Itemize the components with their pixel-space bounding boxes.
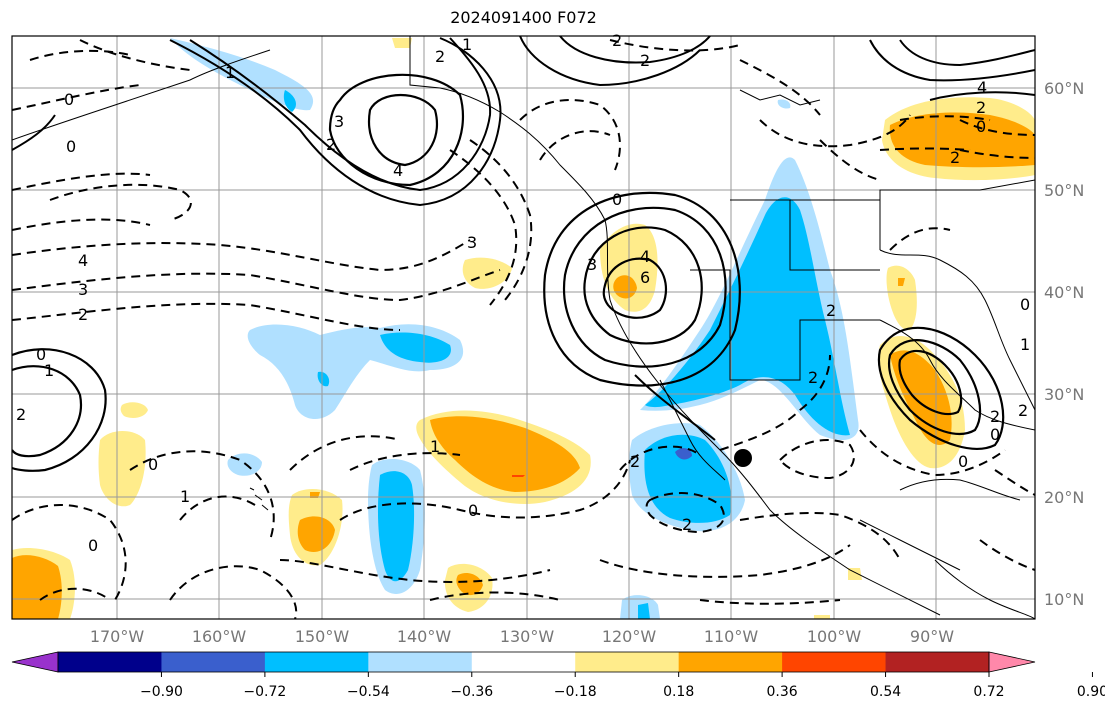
- contour-label: 1: [225, 63, 235, 82]
- colorbar-tick-label: −0.18: [554, 684, 597, 700]
- contour-label: 2: [326, 135, 336, 154]
- contour-label: 2: [78, 305, 88, 324]
- map-title: 2024091400 F072: [450, 8, 597, 27]
- contour-label: 3: [587, 255, 597, 274]
- contour-label: 0: [612, 190, 622, 209]
- contour-label: 4: [977, 78, 987, 97]
- lat-label: 10°N: [1044, 590, 1084, 609]
- graticule: [12, 36, 1035, 619]
- contour-label: 2: [612, 31, 622, 50]
- contour-label: 0: [148, 455, 158, 474]
- colorbar-tick-label: 0.72: [973, 684, 1004, 700]
- lon-label: 100°W: [807, 627, 862, 646]
- contour-label: 0: [468, 501, 478, 520]
- shaded-field: [12, 38, 1035, 619]
- colorbar: −0.90 −0.72 −0.54 −0.36 −0.18 0.18 0.36 0.54 0.7…: [11, 651, 1105, 700]
- lon-label: 130°W: [500, 627, 555, 646]
- colorbar-segment: [885, 652, 990, 672]
- contour-label: 2: [16, 405, 26, 424]
- contour-label: 2: [990, 407, 1000, 426]
- contour-label: 2: [435, 47, 445, 66]
- colorbar-tick-label: −0.72: [243, 684, 286, 700]
- contour-label: 1: [462, 35, 472, 54]
- contour-label: 4: [393, 161, 403, 180]
- contour-label: 0: [990, 425, 1000, 444]
- colorbar-tick-label: 0.36: [767, 684, 798, 700]
- contour-labels: 1 2 0 2 0 1 2 4 3 2 4 0 2 0 2 4 6 3 3 4 …: [16, 31, 1030, 555]
- colorbar-tick-label: 0.90: [1077, 684, 1105, 700]
- lat-label: 40°N: [1044, 283, 1084, 302]
- colorbar-tick-label: −0.36: [450, 684, 493, 700]
- latitude-labels: 60°N 50°N 40°N 30°N 20°N 10°N: [1044, 79, 1084, 609]
- contour-label: 0: [36, 345, 46, 364]
- map-frame: [11, 35, 1036, 620]
- colorbar-extend-min: [11, 651, 59, 673]
- contour-label: 0: [64, 90, 74, 109]
- colorbar-segment: [161, 652, 266, 672]
- contour-label: 2: [630, 452, 640, 471]
- colorbar-extend-max: [988, 651, 1036, 673]
- colorbar-segment: [471, 652, 576, 672]
- lat-label: 60°N: [1044, 79, 1084, 98]
- colorbar-tick-label: −0.90: [140, 684, 183, 700]
- colorbar-segment: [575, 652, 680, 672]
- contour-label: 3: [467, 233, 477, 252]
- contour-label: 2: [826, 301, 836, 320]
- contours: [12, 36, 1035, 619]
- contour-label: 0: [976, 117, 986, 136]
- contour-label: 1: [180, 487, 190, 506]
- lat-label: 20°N: [1044, 488, 1084, 507]
- colorbar-tick-label: 0.54: [870, 684, 901, 700]
- colorbar-segment: [368, 652, 473, 672]
- lon-label: 140°W: [397, 627, 452, 646]
- colorbar-segment: [782, 652, 887, 672]
- lon-label: 120°W: [602, 627, 657, 646]
- lat-label: 50°N: [1044, 181, 1084, 200]
- colorbar-tick-label: 0.18: [663, 684, 694, 700]
- colorbar-segment: [678, 652, 783, 672]
- lon-label: 90°W: [910, 627, 954, 646]
- contour-label: 2: [1018, 401, 1028, 420]
- contour-label: 2: [640, 51, 650, 70]
- lat-label: 30°N: [1044, 385, 1084, 404]
- contour-label: 3: [78, 280, 88, 299]
- contour-label: 2: [682, 515, 692, 534]
- contour-label: 0: [1020, 295, 1030, 314]
- contour-label: 3: [334, 112, 344, 131]
- colorbar-segment: [58, 652, 162, 672]
- lon-label: 160°W: [192, 627, 247, 646]
- contour-label: 0: [958, 452, 968, 471]
- longitude-labels: 170°W 160°W 150°W 140°W 130°W 120°W 110°…: [90, 627, 954, 646]
- lon-label: 170°W: [90, 627, 145, 646]
- colorbar-frame: [57, 651, 990, 673]
- lon-label: 110°W: [704, 627, 759, 646]
- contour-label: 4: [640, 247, 650, 266]
- location-marker: [734, 449, 752, 467]
- contour-label: 1: [1020, 335, 1030, 354]
- contour-label: 4: [78, 251, 88, 270]
- contour-label: 0: [66, 137, 76, 156]
- contour-label: 2: [808, 368, 818, 387]
- contour-label: 6: [640, 268, 650, 287]
- colorbar-segment: [264, 652, 369, 672]
- coastlines: [12, 36, 1035, 619]
- contour-label: 2: [976, 98, 986, 117]
- contour-label: 0: [88, 536, 98, 555]
- contour-label: 1: [430, 437, 440, 456]
- colorbar-tick-label: −0.54: [347, 684, 390, 700]
- lon-label: 150°W: [295, 627, 350, 646]
- contour-label: 2: [950, 148, 960, 167]
- contour-label: 1: [44, 361, 54, 380]
